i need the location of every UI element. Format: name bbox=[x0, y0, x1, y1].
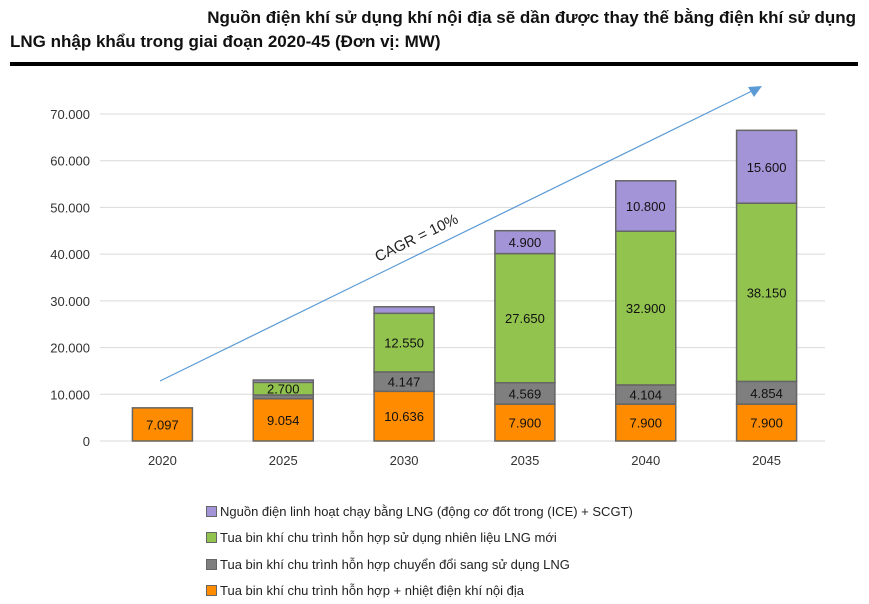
data-label: 10.800 bbox=[626, 199, 666, 214]
legend-label: Tua bin khí chu trình hỗn hợp chuyển đổi… bbox=[220, 557, 570, 572]
data-label: 27.650 bbox=[505, 311, 545, 326]
data-label: 10.636 bbox=[384, 409, 424, 424]
legend-item: Tua bin khí chu trình hỗn hợp chuyển đổi… bbox=[206, 551, 633, 578]
y-tick-label: 50.000 bbox=[50, 200, 90, 215]
x-tick-label: 2040 bbox=[631, 453, 660, 468]
data-label: 15.600 bbox=[747, 160, 787, 175]
legend-item: Tua bin khí chu trình hỗn hợp + nhiệt đi… bbox=[206, 578, 633, 604]
data-label: 7.900 bbox=[629, 416, 662, 431]
legend-swatch bbox=[206, 532, 217, 543]
legend-label: Tua bin khí chu trình hỗn hợp sử dụng nh… bbox=[220, 530, 557, 545]
x-tick-label: 2030 bbox=[390, 453, 419, 468]
data-label: 32.900 bbox=[626, 301, 666, 316]
data-label: 4.147 bbox=[388, 375, 421, 390]
data-label: 12.550 bbox=[384, 336, 424, 351]
data-label: 7.900 bbox=[750, 416, 783, 431]
legend-item: Tua bin khí chu trình hỗn hợp sử dụng nh… bbox=[206, 525, 633, 552]
data-label: 4.104 bbox=[629, 388, 662, 403]
data-label: 4.900 bbox=[509, 235, 542, 250]
y-tick-label: 30.000 bbox=[50, 294, 90, 309]
data-label: 7.097 bbox=[146, 417, 179, 432]
y-tick-label: 70.000 bbox=[50, 107, 90, 122]
y-tick-label: 40.000 bbox=[50, 247, 90, 262]
bar-segment bbox=[374, 307, 434, 314]
data-label: 9.054 bbox=[267, 413, 300, 428]
y-tick-label: 0 bbox=[83, 434, 90, 449]
y-tick-label: 10.000 bbox=[50, 387, 90, 402]
data-label: 4.854 bbox=[750, 386, 783, 401]
legend-label: Tua bin khí chu trình hỗn hợp + nhiệt đi… bbox=[220, 583, 524, 598]
legend-swatch bbox=[206, 585, 217, 596]
cagr-annotation: CAGR = 10% bbox=[372, 211, 461, 266]
legend-label: Nguồn điện linh hoạt chạy bằng LNG (động… bbox=[220, 504, 633, 519]
x-tick-label: 2035 bbox=[510, 453, 539, 468]
data-label: 4.569 bbox=[509, 386, 542, 401]
x-tick-label: 2025 bbox=[269, 453, 298, 468]
bar-segment bbox=[253, 380, 313, 382]
data-label: 38.150 bbox=[747, 285, 787, 300]
x-tick-label: 2020 bbox=[148, 453, 177, 468]
data-label: 7.900 bbox=[509, 416, 542, 431]
data-label: 2.700 bbox=[267, 382, 300, 397]
legend: Nguồn điện linh hoạt chạy bằng LNG (động… bbox=[206, 498, 633, 604]
legend-swatch bbox=[206, 559, 217, 570]
legend-item: Nguồn điện linh hoạt chạy bằng LNG (động… bbox=[206, 498, 633, 525]
y-tick-label: 20.000 bbox=[50, 341, 90, 356]
legend-swatch bbox=[206, 506, 217, 517]
x-tick-label: 2045 bbox=[752, 453, 781, 468]
y-tick-label: 60.000 bbox=[50, 154, 90, 169]
